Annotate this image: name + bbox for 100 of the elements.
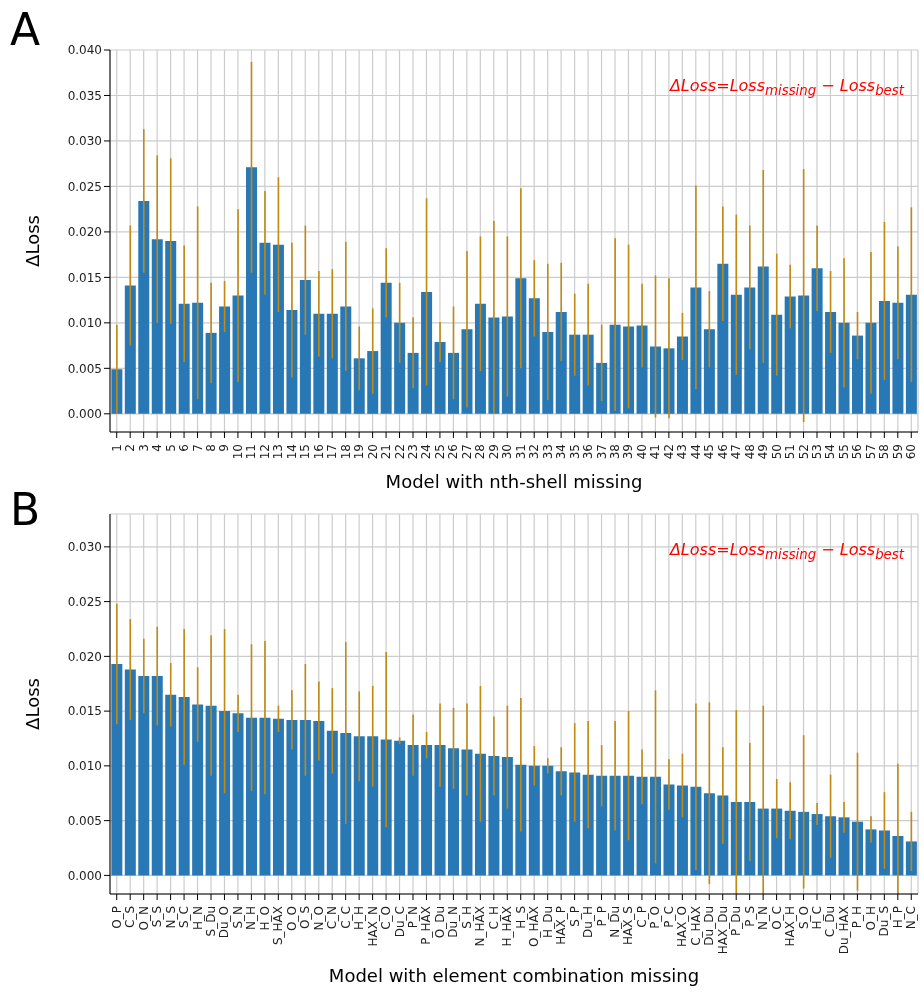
x-tick-label: O_HAX: [527, 906, 542, 947]
bar: [474, 303, 486, 414]
bar: [192, 704, 204, 876]
bar: [650, 776, 662, 876]
x-tick-label: 15: [298, 444, 313, 460]
bar: [434, 745, 446, 876]
x-tick-label: N_H: [244, 906, 259, 930]
bar: [623, 775, 635, 876]
x-tick-label: H_O: [257, 906, 272, 931]
y-tick-label: 0.005: [67, 361, 102, 376]
x-tick-label: 31: [513, 444, 528, 460]
bar: [703, 329, 715, 414]
bar: [717, 263, 729, 414]
x-tick-label: 8: [204, 444, 218, 452]
x-tick-label: 56: [850, 444, 865, 460]
bar: [798, 295, 810, 414]
chart-title: B: [10, 484, 41, 536]
y-tick-label: 0.025: [67, 179, 102, 194]
x-tick-label: 50: [769, 444, 784, 460]
bar: [703, 793, 715, 876]
bar: [151, 676, 163, 876]
bar: [259, 242, 271, 414]
x-tick-label: 34: [554, 444, 569, 460]
x-tick-label: 43: [675, 444, 690, 460]
bar: [299, 280, 311, 414]
x-tick-label: 18: [338, 444, 353, 460]
y-tick-label: 0.010: [67, 759, 102, 774]
x-tick-label: 33: [540, 444, 555, 460]
x-tick-label: 4: [150, 444, 165, 452]
chart-title: A: [10, 4, 41, 56]
x-tick-label: C_HAX: [688, 906, 703, 946]
x-tick-label: 55: [836, 444, 851, 460]
bar: [380, 282, 392, 414]
x-tick-label: 5: [163, 444, 178, 452]
bar: [528, 765, 540, 876]
x-tick-label: HAX_P: [554, 906, 569, 945]
x-tick-label: C_Du: [823, 906, 838, 938]
x-tick-label: S_N: [230, 906, 245, 929]
x-tick-label: H_H: [352, 906, 367, 931]
bar: [623, 326, 635, 414]
y-tick-label: 0.035: [67, 88, 102, 103]
y-tick-label: 0.020: [67, 649, 102, 664]
bar: [219, 711, 231, 876]
annotation: ΔLoss=Loss$_{missing}$ − Loss$_{best}$: [669, 76, 904, 99]
bar: [299, 719, 311, 876]
bar: [865, 829, 877, 876]
bar: [798, 811, 810, 876]
x-tick-label: 19: [352, 444, 367, 460]
bar: [434, 341, 446, 414]
x-tick-label: O_P: [109, 906, 124, 929]
bar: [852, 335, 864, 414]
bar: [272, 718, 284, 876]
x-tick-label: 42: [661, 444, 676, 460]
x-tick-label: 13: [271, 444, 286, 460]
x-tick-label: N_N: [756, 906, 771, 930]
x-tick-label: S_H: [459, 906, 474, 929]
x-tick-label: 16: [311, 444, 326, 460]
bar: [367, 736, 379, 876]
x-tick-label: Du_S: [877, 906, 892, 937]
x-tick-label: N_HAX: [473, 906, 488, 947]
bar: [569, 334, 581, 414]
bar: [892, 302, 904, 414]
bar: [461, 749, 473, 876]
bar: [852, 821, 864, 876]
x-tick-label: Du_HAX: [836, 906, 851, 955]
x-tick-label: Du_O: [217, 906, 232, 939]
bar: [124, 669, 136, 876]
x-tick-label: H_Du: [540, 906, 555, 938]
x-tick-label: P_O: [648, 906, 663, 929]
bar: [448, 352, 460, 414]
x-tick-label: H_N: [190, 906, 205, 930]
bar: [528, 298, 540, 414]
x-tick-label: O_N: [136, 906, 151, 931]
x-tick-label: 2: [123, 444, 138, 452]
bar: [394, 740, 406, 876]
bar: [313, 313, 325, 414]
bar: [394, 322, 406, 414]
bar: [178, 696, 190, 876]
x-tick-label: N_S: [163, 906, 178, 929]
x-tick-label: 37: [594, 444, 609, 460]
x-tick-label: 54: [823, 444, 838, 460]
x-tick-label: C_H: [486, 906, 501, 930]
x-tick-label: 44: [688, 444, 703, 460]
x-tick-label: 51: [783, 444, 798, 460]
bar: [326, 313, 338, 414]
y-tick-label: 0.030: [67, 540, 102, 555]
bar: [165, 694, 177, 876]
x-tick-label: O_S: [298, 906, 313, 930]
bar: [501, 757, 513, 876]
bar: [730, 802, 742, 876]
bar: [246, 717, 258, 876]
x-tick-label: 57: [863, 444, 878, 460]
x-tick-label: H_HAX: [500, 906, 515, 947]
x-tick-label: 24: [419, 444, 434, 460]
bar: [488, 756, 500, 876]
bar: [448, 748, 460, 876]
x-tick-label: C_O: [379, 906, 394, 930]
bar: [811, 814, 823, 876]
x-tick-label: Du_Du: [702, 906, 717, 946]
x-tick-label: 27: [459, 444, 474, 460]
